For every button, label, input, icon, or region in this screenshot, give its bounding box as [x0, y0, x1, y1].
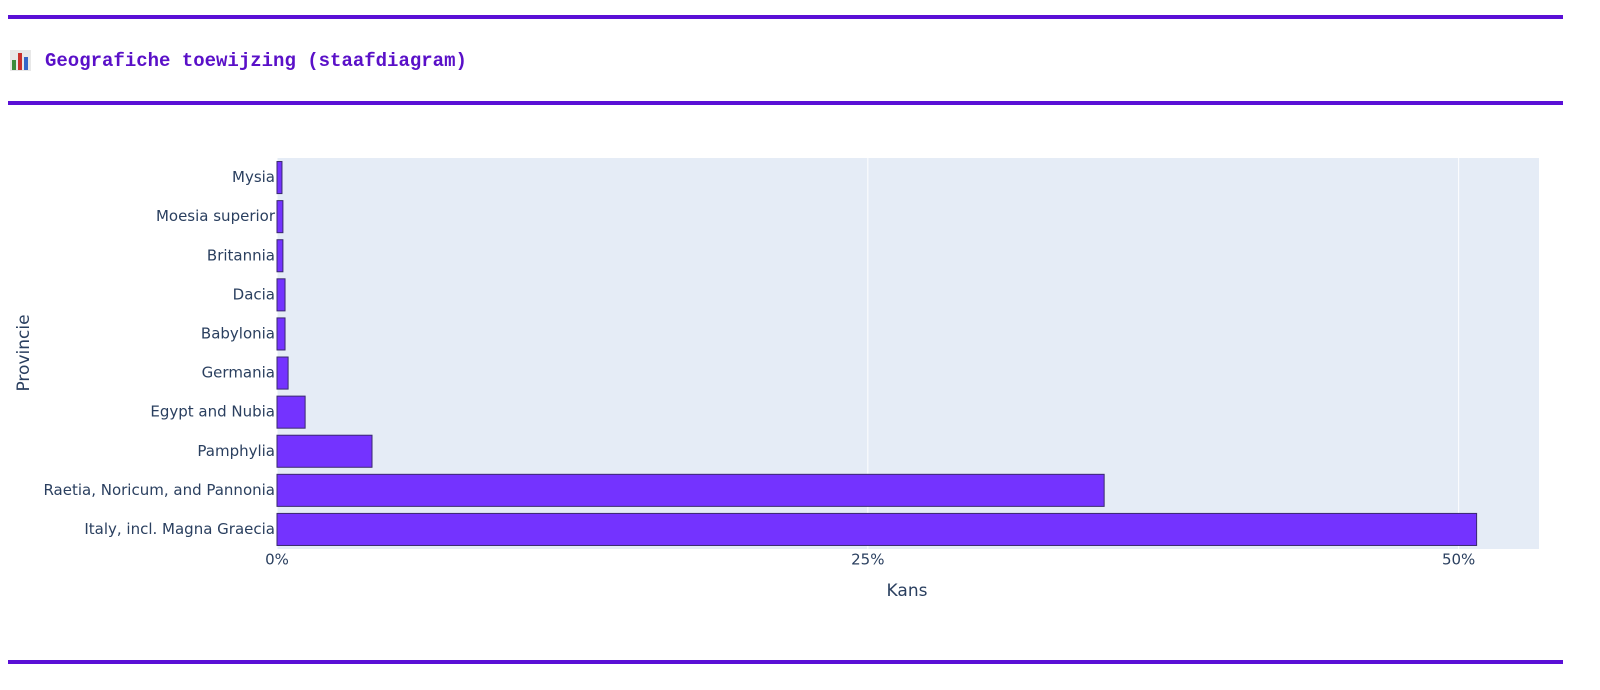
- y-tick-label: Germania: [202, 364, 275, 382]
- bar: [276, 161, 283, 195]
- bar: [276, 278, 286, 312]
- y-tick-label: Egypt and Nubia: [150, 403, 275, 421]
- divider: [8, 660, 1563, 664]
- bar: [276, 317, 286, 351]
- divider: [8, 101, 1563, 105]
- bar: [276, 512, 1478, 546]
- y-tick-label: Moesia superior: [156, 207, 276, 225]
- bar: [276, 395, 306, 429]
- bar: [276, 200, 284, 234]
- y-tick-label: Raetia, Noricum, and Pannonia: [43, 481, 275, 499]
- divider: [8, 15, 1563, 19]
- chart-icon: [10, 50, 31, 71]
- bar: [276, 434, 373, 468]
- bar: [276, 473, 1105, 507]
- y-tick-label: Babylonia: [201, 324, 275, 342]
- y-tick-label: Italy, incl. Magna Graecia: [84, 520, 275, 538]
- x-tick-label: 25%: [851, 551, 884, 569]
- y-tick-label: Britannia: [207, 246, 275, 264]
- bar: [276, 239, 284, 273]
- x-tick-label: 0%: [265, 551, 289, 569]
- y-tick-label: Mysia: [232, 168, 275, 186]
- y-axis-title: Provincie: [14, 314, 34, 391]
- x-tick-label: 50%: [1442, 551, 1475, 569]
- section-title: Geografiche toewijzing (staafdiagram): [45, 50, 467, 72]
- y-tick-label: Pamphylia: [197, 442, 275, 460]
- y-tick-label: Dacia: [233, 285, 275, 303]
- x-axis-title: Kans: [887, 581, 928, 601]
- bar: [276, 356, 289, 390]
